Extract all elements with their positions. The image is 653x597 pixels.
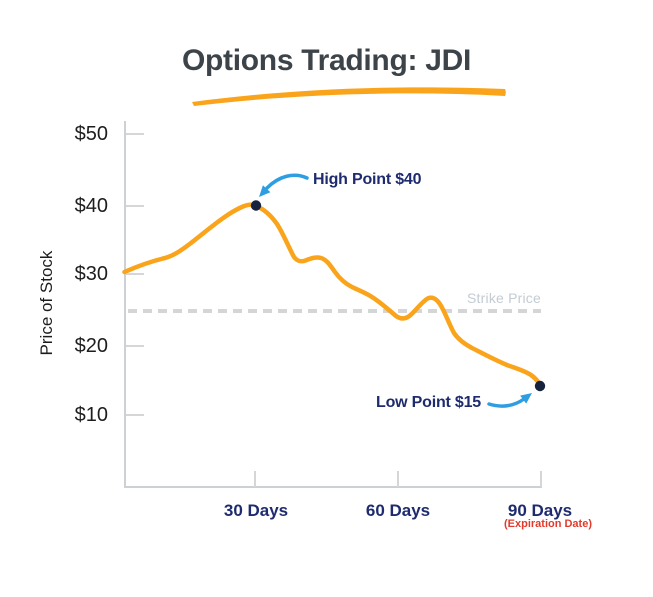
y-tick-label-10: $10 — [74, 404, 108, 426]
y-tick-label-30: $30 — [74, 263, 108, 285]
title-underline-stroke — [192, 87, 506, 106]
y-axis-ticks — [126, 133, 144, 416]
title-underline — [192, 87, 506, 106]
x-tick-label-30-days: 30 Days — [223, 501, 289, 520]
x-tick-label-90-days: 90 Days — [507, 501, 573, 520]
high-point-dot — [250, 200, 262, 211]
x-axis-ticks — [254, 471, 542, 487]
high-point-arrow-icon — [259, 173, 309, 197]
y-tick-label-50: $50 — [74, 123, 108, 145]
y-tick-label-40: $40 — [74, 195, 108, 217]
low-point-annotation: Low Point $15 — [376, 394, 481, 411]
high-point-annotation: High Point $40 — [313, 171, 422, 188]
page-title: Options Trading: JDI — [181, 44, 471, 77]
y-axis-title: Price of Stock — [37, 250, 56, 356]
y-tick-label-20: $20 — [74, 335, 108, 357]
expiration-date-note: (Expiration Date) — [503, 518, 592, 530]
x-tick-label-60-days: 60 Days — [365, 501, 431, 520]
stock-price-line — [122, 202, 543, 388]
strike-price-label: Strike Price — [467, 290, 541, 306]
low-point-dot — [534, 380, 546, 392]
low-point-arrow-icon — [487, 393, 532, 408]
